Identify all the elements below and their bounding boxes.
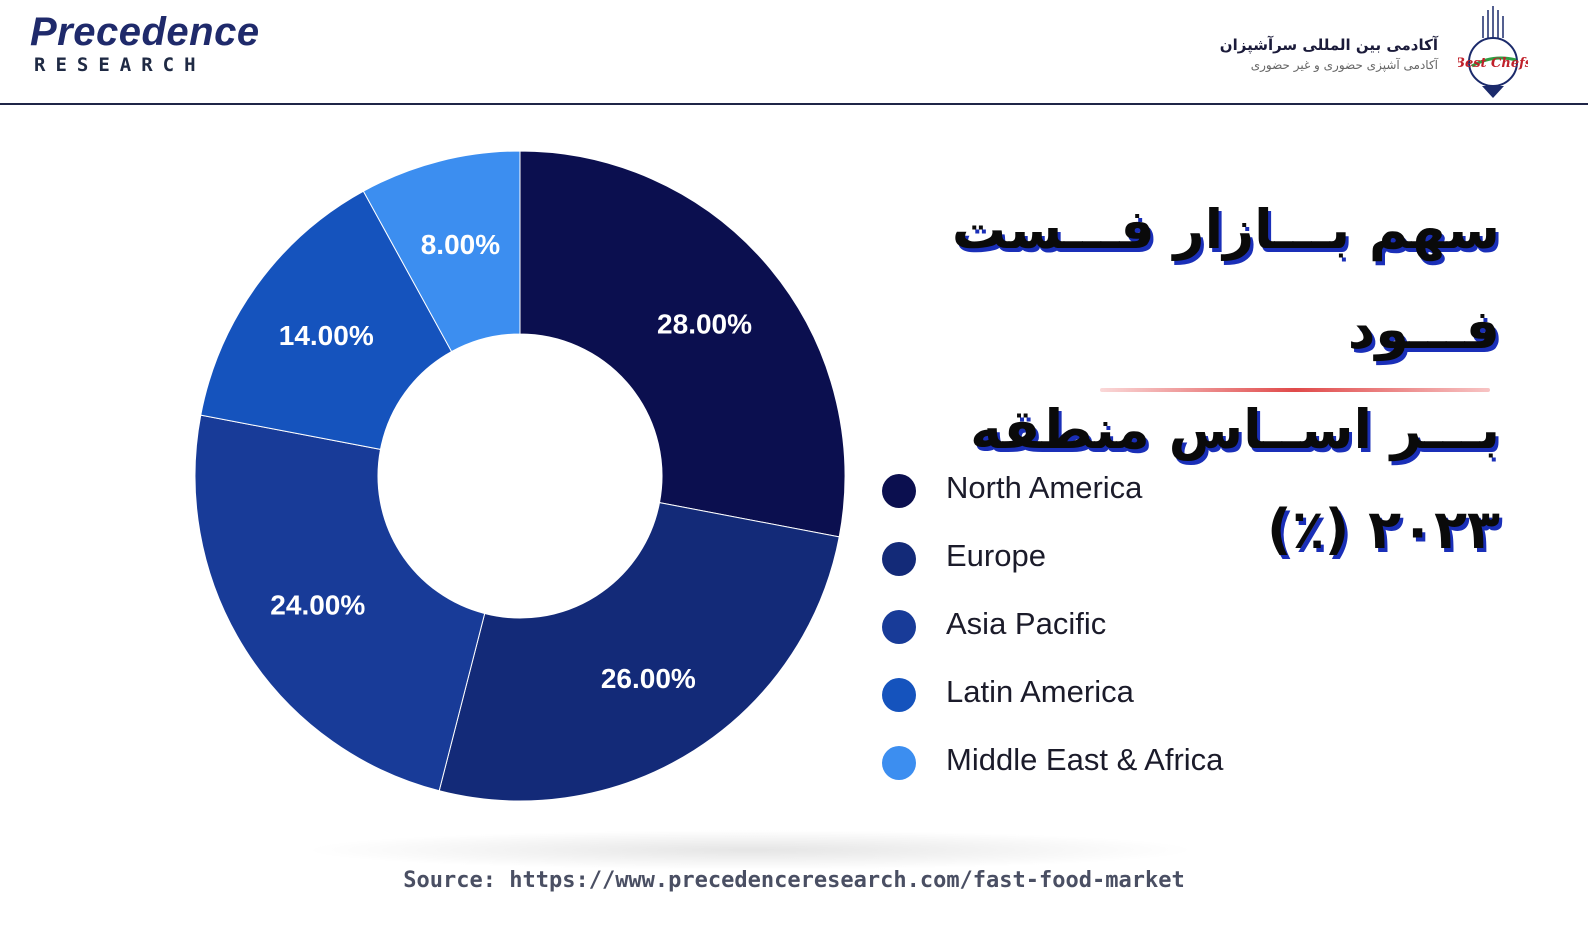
legend-swatch (882, 610, 916, 644)
value-label-latin-america: 14.00% (279, 320, 374, 351)
legend-swatch (882, 474, 916, 508)
title-underline (1100, 388, 1490, 392)
slice-europe (438, 502, 840, 802)
brand-subtitle: RESEARCH (34, 54, 206, 76)
academy-tagline: آکادمی آشپزی حضوری و غیر حضوری (1250, 58, 1438, 72)
slice-north-america (519, 150, 846, 538)
brand-name: Precedence (30, 10, 260, 54)
slice-asia-pacific (194, 414, 486, 792)
source-text: Source: https://www.precedenceresearch.c… (403, 868, 1185, 893)
source-shadow (300, 830, 1200, 870)
value-label-north-america: 28.00% (657, 308, 752, 339)
slice-middle-east-africa (362, 150, 521, 353)
legend-label: Asia Pacific (946, 606, 1107, 641)
title-line-2: بـــر اســاس منطقه ۲۰۲۳ (٪) (970, 398, 1500, 561)
legend-label: Europe (946, 538, 1046, 573)
legend-swatch (882, 678, 916, 712)
academy-name: آکادمی بین المللی سرآشپزان (1219, 36, 1438, 54)
academy-branding: آکادمی بین المللی سرآشپزان آکادمی آشپزی … (1220, 36, 1438, 72)
best-chefs-logo: Best Chefs (1458, 6, 1528, 98)
precedence-logo: Precedence RESEARCH (30, 10, 260, 76)
header-bar: Precedence RESEARCH آکادمی بین المللی سر… (0, 0, 1588, 105)
legend-label: North America (946, 470, 1143, 505)
chart-title: سهم بـــازار فـــست فـــود بـــر اســاس … (840, 180, 1500, 580)
legend-label: Middle East & Africa (946, 742, 1224, 777)
value-label-asia-pacific: 24.00% (270, 589, 365, 620)
slice-latin-america (200, 190, 453, 450)
legend-swatch (882, 542, 916, 576)
svg-text:Best Chefs: Best Chefs (1458, 56, 1528, 71)
legend-label: Latin America (946, 674, 1134, 709)
value-label-middle-east-africa: 8.00% (421, 229, 500, 260)
donut-value-labels: 28.00% 26.00% 24.00% 14.00% 8.00% (270, 229, 752, 694)
title-line-1: سهم بـــازار فـــست فـــود (951, 198, 1500, 361)
value-label-europe: 26.00% (601, 663, 696, 694)
donut-slices (194, 150, 846, 802)
legend-swatch (882, 746, 916, 780)
